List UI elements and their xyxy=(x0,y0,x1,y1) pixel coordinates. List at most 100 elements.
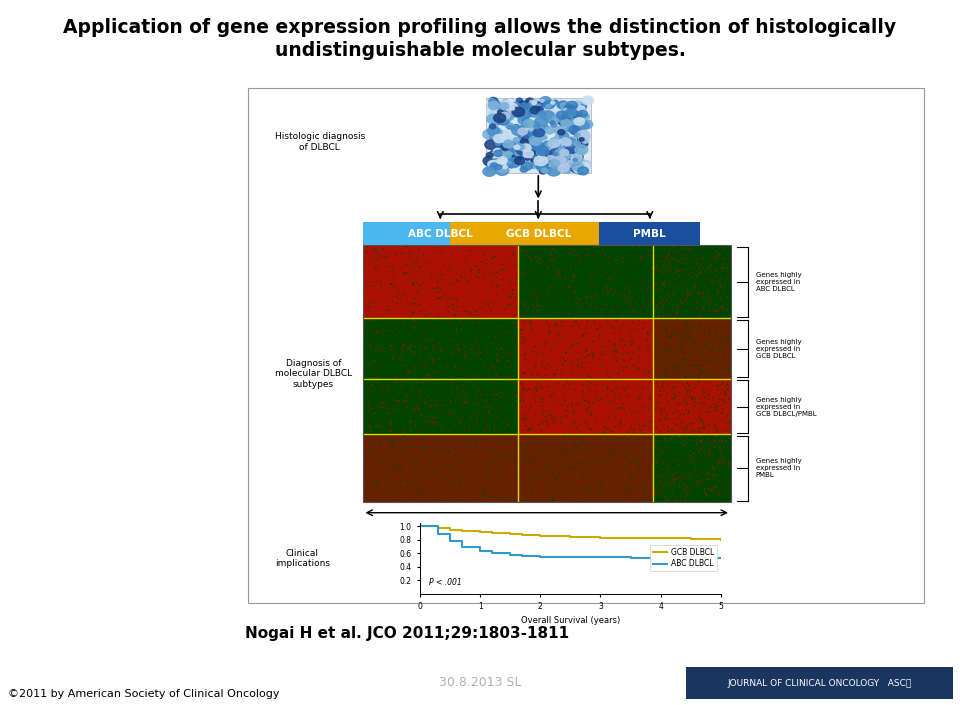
Circle shape xyxy=(584,114,589,118)
Point xyxy=(686,332,702,343)
Point xyxy=(454,386,469,398)
Point xyxy=(441,269,456,281)
Point xyxy=(569,351,585,362)
Point xyxy=(597,346,612,357)
Point xyxy=(686,278,702,289)
Point xyxy=(383,278,398,290)
Point xyxy=(706,278,721,290)
Point xyxy=(608,388,623,399)
Circle shape xyxy=(531,159,535,162)
Point xyxy=(651,354,666,365)
Point xyxy=(519,298,535,309)
Point xyxy=(698,264,713,275)
Point xyxy=(393,274,408,285)
Point xyxy=(702,295,717,307)
Point xyxy=(434,281,449,293)
Point xyxy=(496,259,512,271)
Point xyxy=(614,256,630,267)
Point xyxy=(718,292,733,303)
Text: Nogai H et al. JCO 2011;29:1803-1811: Nogai H et al. JCO 2011;29:1803-1811 xyxy=(245,626,569,641)
Point xyxy=(629,473,644,484)
Point xyxy=(662,455,678,466)
Point xyxy=(627,326,642,337)
Point xyxy=(371,421,386,432)
Point xyxy=(708,260,723,271)
Point xyxy=(491,332,506,343)
Point xyxy=(684,332,700,343)
Point xyxy=(717,495,732,506)
Point xyxy=(403,459,419,470)
Point xyxy=(472,439,488,450)
Point xyxy=(637,245,653,257)
Point xyxy=(663,392,679,403)
Point xyxy=(540,370,556,381)
Point xyxy=(466,328,481,339)
Point xyxy=(640,381,656,393)
Point xyxy=(513,395,528,406)
Point xyxy=(517,343,533,354)
Point xyxy=(480,482,495,493)
Point xyxy=(610,287,625,298)
Point xyxy=(487,324,502,336)
Point xyxy=(413,386,428,397)
Point xyxy=(720,416,735,427)
Point xyxy=(572,345,588,356)
Point xyxy=(711,372,727,384)
Point xyxy=(569,437,585,448)
Point xyxy=(473,411,489,422)
Point xyxy=(684,314,700,326)
Point xyxy=(408,355,423,367)
Point xyxy=(685,381,701,393)
Point xyxy=(386,366,401,377)
Point xyxy=(672,458,687,470)
Point xyxy=(722,290,737,301)
Point xyxy=(591,242,607,253)
Point xyxy=(524,322,540,333)
Point xyxy=(396,478,411,489)
Point xyxy=(513,415,528,426)
Point xyxy=(629,302,644,313)
Point xyxy=(442,484,457,495)
Point xyxy=(389,254,404,265)
Point xyxy=(601,409,616,420)
Point xyxy=(641,469,657,480)
Point xyxy=(600,317,615,329)
Point xyxy=(469,388,485,400)
Point xyxy=(721,493,736,504)
Point xyxy=(397,275,413,286)
Point xyxy=(419,317,434,328)
Point xyxy=(720,393,735,405)
Point xyxy=(564,317,579,328)
Circle shape xyxy=(535,152,546,159)
Point xyxy=(664,388,680,399)
Point xyxy=(662,345,678,356)
Point xyxy=(547,472,563,484)
Circle shape xyxy=(503,137,510,142)
Circle shape xyxy=(485,140,497,149)
Circle shape xyxy=(549,154,561,163)
Point xyxy=(400,367,416,378)
Point xyxy=(661,471,677,482)
Circle shape xyxy=(512,107,524,116)
Point xyxy=(620,293,636,305)
Point xyxy=(687,336,703,348)
Point xyxy=(660,295,676,307)
Point xyxy=(534,460,549,472)
Point xyxy=(664,434,680,446)
Point xyxy=(395,482,410,493)
Point xyxy=(639,402,655,413)
Point xyxy=(509,418,524,429)
Point xyxy=(721,458,736,469)
Point xyxy=(391,376,406,388)
Point xyxy=(609,347,624,358)
Point xyxy=(710,384,726,396)
Point xyxy=(363,392,378,403)
Point xyxy=(701,316,716,327)
Point xyxy=(630,281,645,293)
Point xyxy=(407,483,422,494)
Point xyxy=(709,493,725,505)
Point xyxy=(638,489,654,501)
Circle shape xyxy=(489,99,494,103)
Point xyxy=(553,463,568,474)
Point xyxy=(661,435,677,446)
